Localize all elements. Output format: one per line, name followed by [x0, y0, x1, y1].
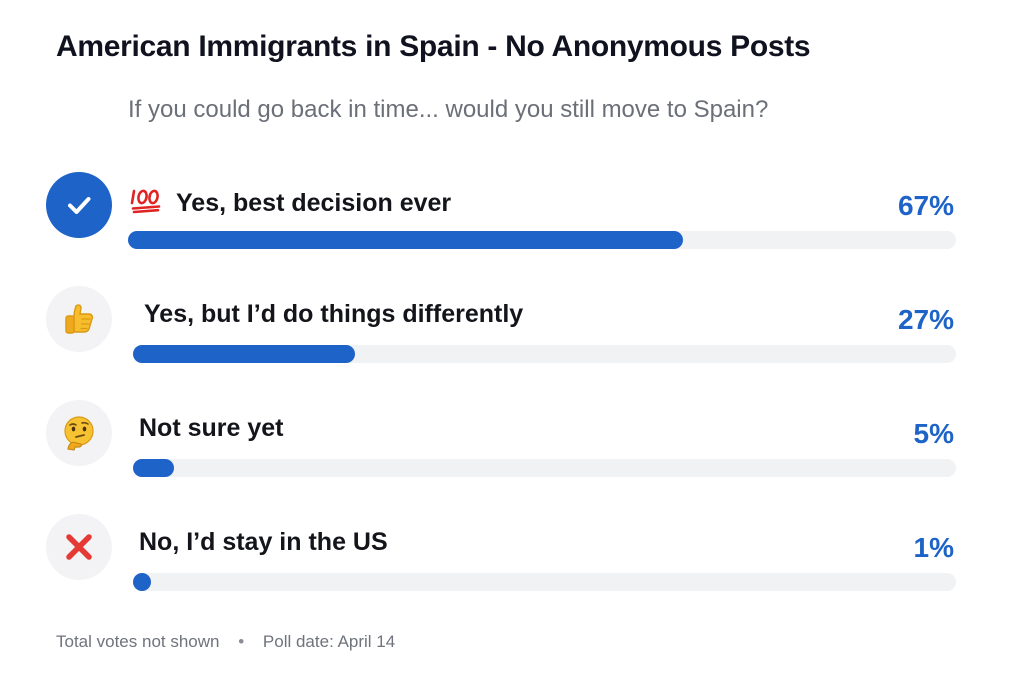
poll-option-bar-fill [128, 231, 683, 249]
option-label-text: Yes, best decision ever [176, 189, 452, 217]
footer-separator: • [238, 632, 245, 651]
option-label-text: Yes, but I’d do things differently [144, 300, 524, 328]
option-label-text: Not sure yet [139, 414, 284, 442]
poll-option-label: Not sure yet [139, 414, 283, 443]
poll-option-bar-fill [133, 459, 175, 477]
selected-checkmark-icon[interactable] [46, 172, 112, 238]
poll-option-percent: 5% [913, 418, 954, 449]
red-x-icon [46, 514, 112, 580]
poll-option-yes-best[interactable]: Yes, best decision ever 67% [0, 168, 1024, 268]
poll-option-bar-fill [133, 573, 151, 591]
option-label-text: No, I’d stay in the US [139, 528, 388, 556]
thumbs-up-icon [46, 286, 112, 352]
poll-option-bar-track [133, 573, 956, 591]
thinking-face-icon [46, 400, 112, 466]
poll-option-percent: 1% [913, 532, 954, 563]
group-title: American Immigrants in Spain - No Anonym… [56, 30, 811, 63]
poll-option-bar-track [133, 345, 956, 363]
poll-footer: Total votes not shown • Poll date: April… [56, 632, 395, 652]
poll-option-not-sure[interactable]: Not sure yet 5% [0, 396, 1024, 496]
poll-option-yes-differently[interactable]: Yes, but I’d do things differently 27% [0, 282, 1024, 382]
poll-option-bar-fill [133, 345, 356, 363]
poll-option-label: Yes, but I’d do things differently [144, 300, 523, 329]
hundred-points-icon [130, 186, 162, 221]
poll-option-bar-track [133, 459, 956, 477]
poll-question: If you could go back in time... would yo… [128, 96, 769, 123]
poll-option-label: Yes, best decision ever [130, 186, 451, 221]
total-votes-text: Total votes not shown [56, 632, 220, 651]
poll-option-bar-track [128, 231, 956, 249]
poll-option-no-stay[interactable]: No, I’d stay in the US 1% [0, 510, 1024, 610]
poll-date-text: Poll date: April 14 [262, 632, 396, 651]
poll-option-percent: 27% [897, 304, 954, 335]
poll-option-percent: 67% [897, 190, 954, 221]
poll-option-label: No, I’d stay in the US [139, 528, 388, 557]
